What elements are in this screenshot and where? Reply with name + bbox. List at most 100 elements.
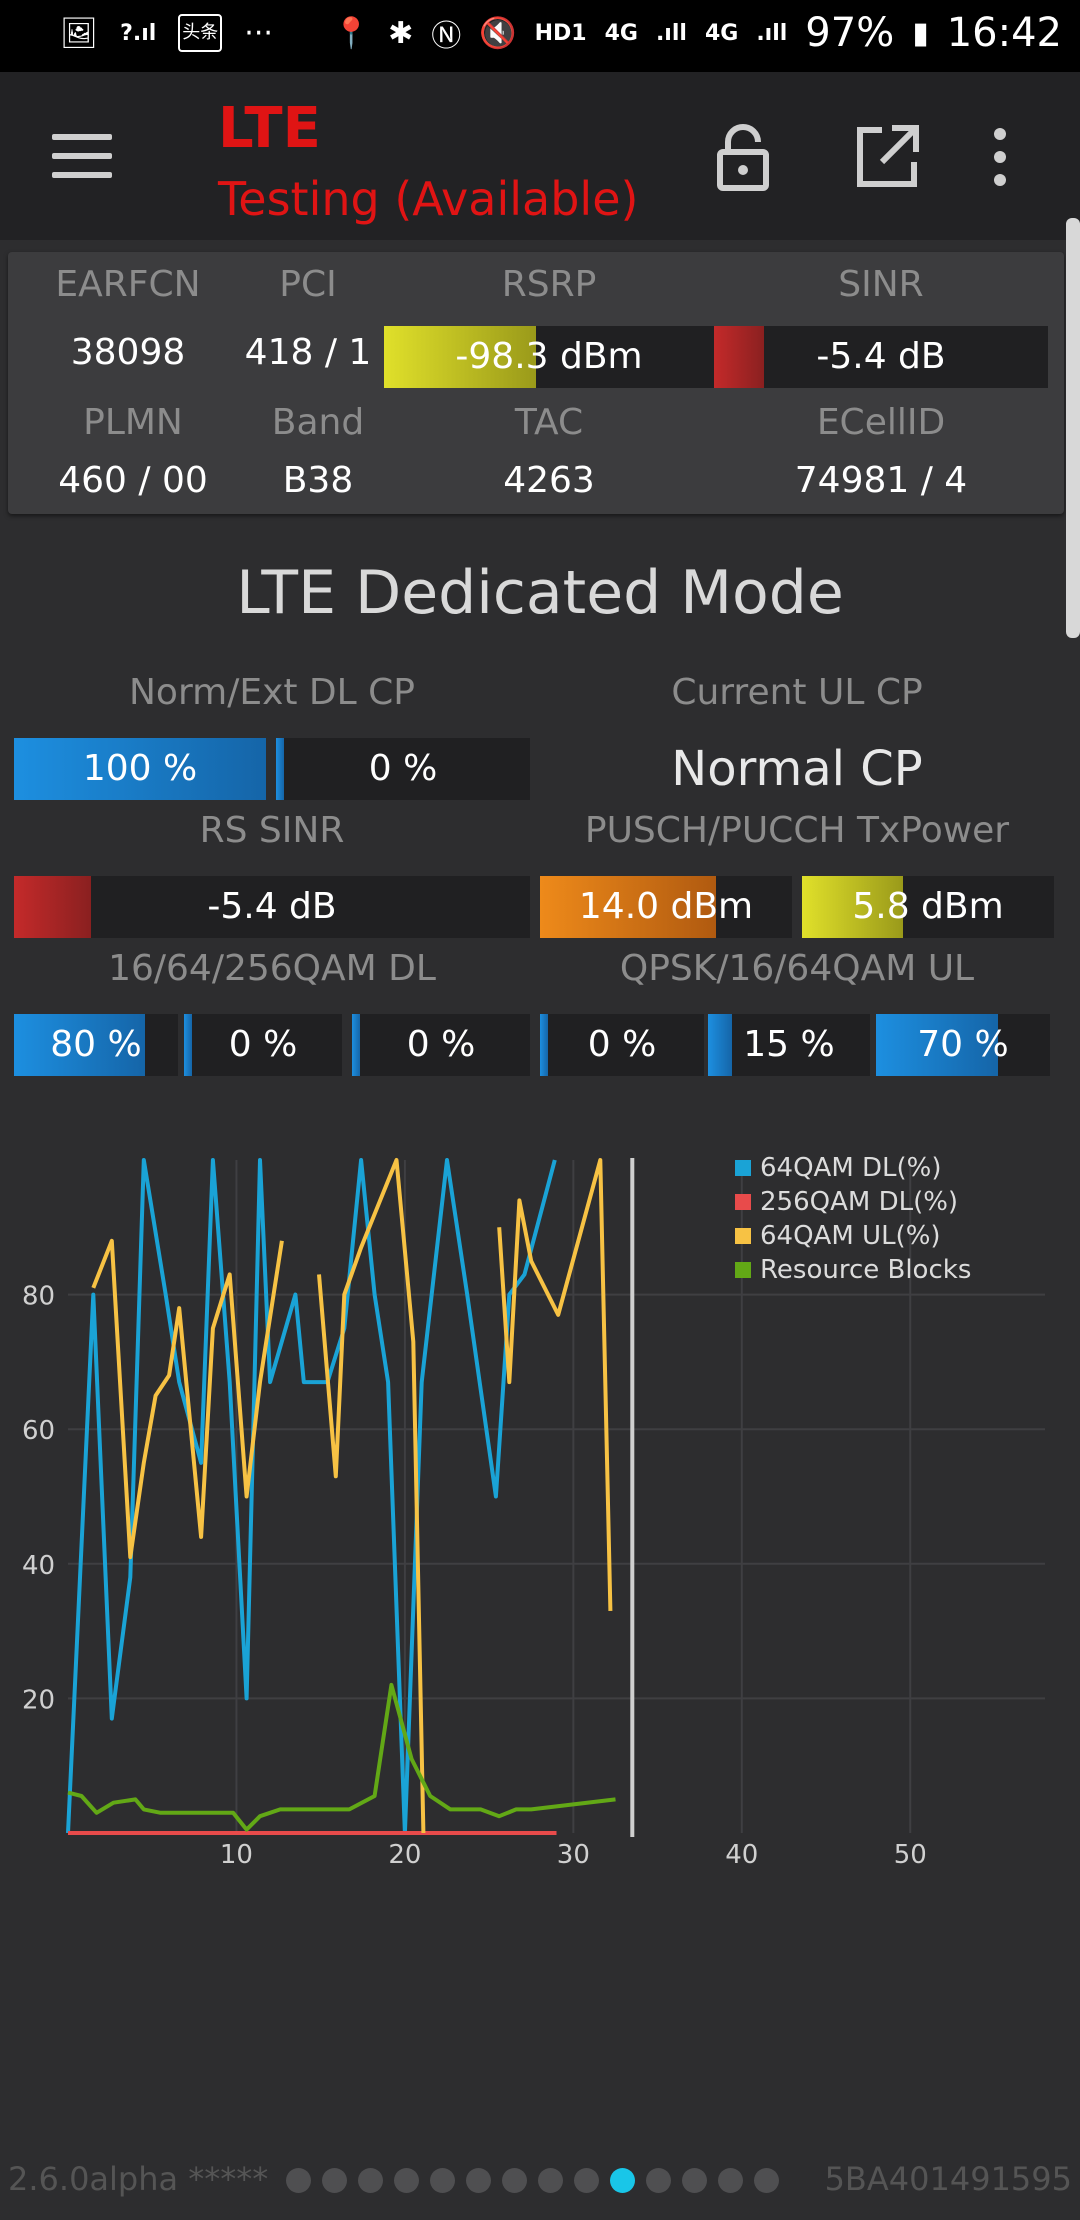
clock: 16:42: [946, 10, 1062, 56]
bar-fill: [540, 876, 717, 938]
sinr-value: -5.4 dB: [816, 336, 946, 377]
legend-swatch: [735, 1194, 751, 1210]
page-dot[interactable]: [574, 2168, 599, 2193]
page-dot[interactable]: [646, 2168, 671, 2193]
bar-fill: [352, 1014, 360, 1076]
page-dot[interactable]: [718, 2168, 743, 2193]
location-icon: 📍: [332, 15, 371, 51]
network-type-label-2: 4G: [704, 20, 739, 46]
bar-fill: [14, 738, 266, 800]
battery-percent: 97%: [805, 10, 895, 56]
ul-cp-value: Normal CP: [671, 741, 923, 797]
notification-icons: 🖼 ?.ıl 头条 ···: [60, 14, 273, 52]
bar-fill: [802, 876, 903, 938]
dl-qam-label: 16/64/256QAM DL: [108, 948, 436, 989]
sinr-bar: -5.4 dB: [714, 326, 1048, 388]
ul-qpsk-bar: 0 %: [540, 1014, 704, 1076]
cell-info-panel: EARFCN 38098 PCI 418 / 1 RSRP -98.3 dBm …: [8, 252, 1064, 514]
open-external-icon[interactable]: [852, 122, 922, 192]
battery-icon: ▮: [912, 15, 929, 51]
y-tick-label: 40: [22, 1551, 55, 1581]
dl-64qam-value: 0 %: [228, 1024, 298, 1065]
lock-open-icon[interactable]: [708, 122, 778, 192]
page-dot[interactable]: [610, 2168, 635, 2193]
tac-label: TAC: [514, 402, 584, 443]
pucch-power-value: 5.8 dBm: [852, 886, 1004, 927]
dl-16qam-bar: 80 %: [14, 1014, 178, 1076]
dl-16qam-value: 80 %: [50, 1024, 142, 1065]
pusch-power-value: 14.0 dBm: [578, 886, 754, 927]
page-dot[interactable]: [394, 2168, 419, 2193]
legend-label: 256QAM DL(%): [760, 1187, 958, 1217]
series-line: [67, 1682, 616, 1832]
rs-sinr-label: RS SINR: [199, 810, 345, 851]
page-dot[interactable]: [286, 2168, 311, 2193]
bluetooth-icon: ✱: [388, 15, 414, 51]
ul-64qam-bar: 70 %: [876, 1014, 1050, 1076]
page-dot[interactable]: [682, 2168, 707, 2193]
y-tick-label: 80: [22, 1282, 55, 1312]
tac-value: 4263: [503, 460, 595, 501]
serial-label: 5BA401491595: [824, 2160, 1072, 2198]
signal-icon-2: .ıll: [756, 20, 788, 46]
app-subtitle: Testing (Available): [218, 172, 639, 226]
menu-icon[interactable]: [52, 134, 112, 178]
legend-label: Resource Blocks: [760, 1255, 971, 1285]
band-label: Band: [271, 402, 365, 443]
nfc-icon: Ⓝ: [431, 19, 462, 54]
wifi-question-icon: ?.ıl: [120, 20, 157, 46]
pci-value: 418 / 1: [244, 332, 372, 373]
bar-fill: [540, 1014, 548, 1076]
bar-fill: [14, 1014, 146, 1076]
legend-swatch: [735, 1228, 751, 1244]
rs-sinr-bar: -5.4 dB: [14, 876, 530, 938]
band-value: B38: [282, 460, 354, 501]
page-dot[interactable]: [358, 2168, 383, 2193]
app-badge-icon: 头条: [178, 14, 223, 52]
page-dot[interactable]: [322, 2168, 347, 2193]
bar-fill: [276, 738, 284, 800]
sinr-label: SINR: [838, 264, 924, 305]
ul-qam-label: QPSK/16/64QAM UL: [619, 948, 975, 989]
pucch-power-bar: 5.8 dBm: [802, 876, 1054, 938]
rsrp-label: RSRP: [501, 264, 597, 305]
dl-64qam-bar: 0 %: [184, 1014, 342, 1076]
ext-cp-value: 0 %: [368, 748, 438, 789]
more-notifications-icon: ···: [244, 15, 273, 51]
legend-swatch: [735, 1160, 751, 1176]
page-indicator: [286, 2168, 779, 2193]
norm-cp-value: 100 %: [82, 748, 198, 789]
status-bar: 🖼 ?.ıl 头条 ··· 📍 ✱ Ⓝ 🔇 HD1 4G .ıll 4G .ıl…: [0, 0, 1080, 72]
ul-16qam-value: 15 %: [743, 1024, 835, 1065]
ul-16qam-bar: 15 %: [708, 1014, 870, 1076]
bar-fill: [384, 326, 536, 388]
bar-fill: [14, 876, 92, 938]
plmn-label: PLMN: [83, 402, 183, 443]
page-dot[interactable]: [466, 2168, 491, 2193]
system-icons: 📍 ✱ Ⓝ 🔇 HD1 4G .ıll 4G .ıll 97% ▮ 16:42: [333, 10, 1062, 56]
app-title: LTE: [218, 96, 321, 161]
page-dot[interactable]: [502, 2168, 527, 2193]
series-line: [91, 1158, 613, 1834]
ecellid-label: ECellID: [816, 402, 946, 443]
page-dot[interactable]: [538, 2168, 563, 2193]
overflow-menu-icon[interactable]: [980, 122, 1020, 192]
rsrp-value: -98.3 dBm: [455, 336, 643, 377]
scrollbar-thumb[interactable]: [1066, 218, 1080, 638]
legend-label: 64QAM DL(%): [760, 1153, 942, 1183]
signal-icon: .ıll: [655, 20, 687, 46]
txpower-label: PUSCH/PUCCH TxPower: [584, 810, 1010, 851]
plmn-value: 460 / 00: [58, 460, 208, 501]
page-dot[interactable]: [430, 2168, 455, 2193]
ul-qpsk-value: 0 %: [587, 1024, 657, 1065]
x-tick-label: 10: [220, 1840, 253, 1870]
series-line: [66, 1158, 557, 1835]
hd-icon: HD1: [534, 20, 587, 46]
x-tick-label: 20: [388, 1840, 421, 1870]
ul-64qam-value: 70 %: [917, 1024, 1009, 1065]
bar-fill: [714, 326, 765, 388]
page-dot[interactable]: [754, 2168, 779, 2193]
legend-label: 64QAM UL(%): [760, 1221, 941, 1251]
earfcn-value: 38098: [70, 332, 186, 373]
dl-256qam-bar: 0 %: [352, 1014, 530, 1076]
